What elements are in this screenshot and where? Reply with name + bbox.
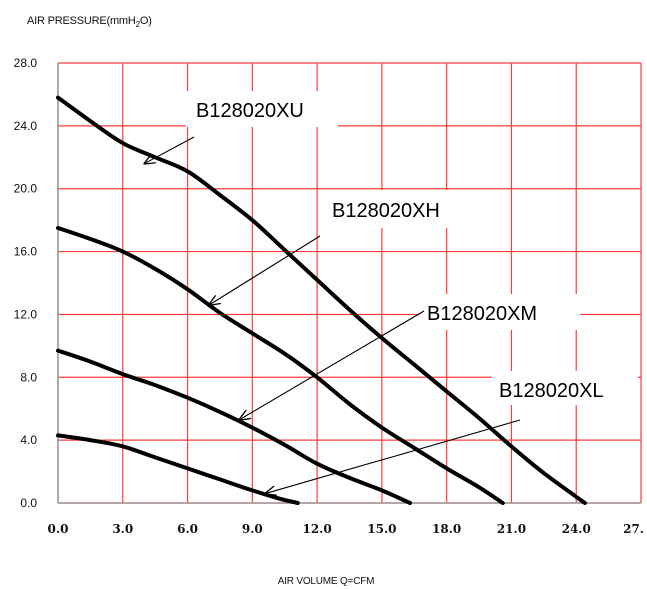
y-tick-label: 8.0 [20,370,37,384]
series-callout-label: B128020XL [499,380,604,402]
series-line-b128020xl [56,433,300,505]
y-tick-label: 12.0 [14,307,38,321]
callout-box [492,371,638,405]
x-tick-label: 15.0 [367,522,396,536]
y-tick-label: 0.0 [20,496,37,510]
callout-arrow [144,136,195,164]
series-line-b128020xu [56,95,587,505]
callout-arrow [209,235,321,305]
series-line-b128020xm [56,348,412,505]
annotations: B128020XU B128020XH B128020XM B128020XL [144,91,638,494]
x-tick-labels: 0.0 3.0 6.0 9.0 12.0 15.0 18.0 21.0 24.0 27. [48,522,644,536]
y-tick-label: 4.0 [20,433,37,447]
y-tick-labels: 0.0 4.0 8.0 12.0 16.0 20.0 24.0 28.0 [14,56,38,510]
y-tick-label: 24.0 [14,119,38,133]
series-line-b128020xh [56,226,505,505]
y-tick-label: 20.0 [14,182,38,196]
x-tick-label: 3.0 [112,522,133,536]
x-axis-title: AIR VOLUME Q=CFM [278,576,375,587]
x-tick-label: 12.0 [302,522,331,536]
x-tick-label: 9.0 [242,522,263,536]
x-tick-label: 24.0 [562,522,591,536]
axes [57,63,641,504]
callout-box [186,91,338,127]
x-tick-label: 21.0 [497,522,526,536]
callout-box [420,294,580,330]
callout-arrow [239,310,425,420]
y-axis-title-suffix: O) [140,15,152,27]
y-tick-label: 16.0 [14,245,38,259]
x-tick-label: 0.0 [48,522,69,536]
callout-box [322,190,472,228]
y-tick-label: 28.0 [14,56,38,70]
y-axis-title-subscript: 2 [136,20,141,29]
x-tick-label: 27. [623,522,644,536]
grid [57,62,642,504]
curves [56,95,587,505]
callout-arrow [265,419,521,494]
y-axis-title-prefix: AIR PRESSURE(mmH [27,15,136,27]
x-tick-label: 18.0 [432,522,461,536]
y-axis-title: AIR PRESSURE(mmH2O) [27,15,152,29]
series-callout-label: B128020XU [196,100,304,122]
x-tick-label: 6.0 [177,522,198,536]
series-callout-label: B128020XH [332,200,440,222]
series-callout-label: B128020XM [427,303,537,325]
